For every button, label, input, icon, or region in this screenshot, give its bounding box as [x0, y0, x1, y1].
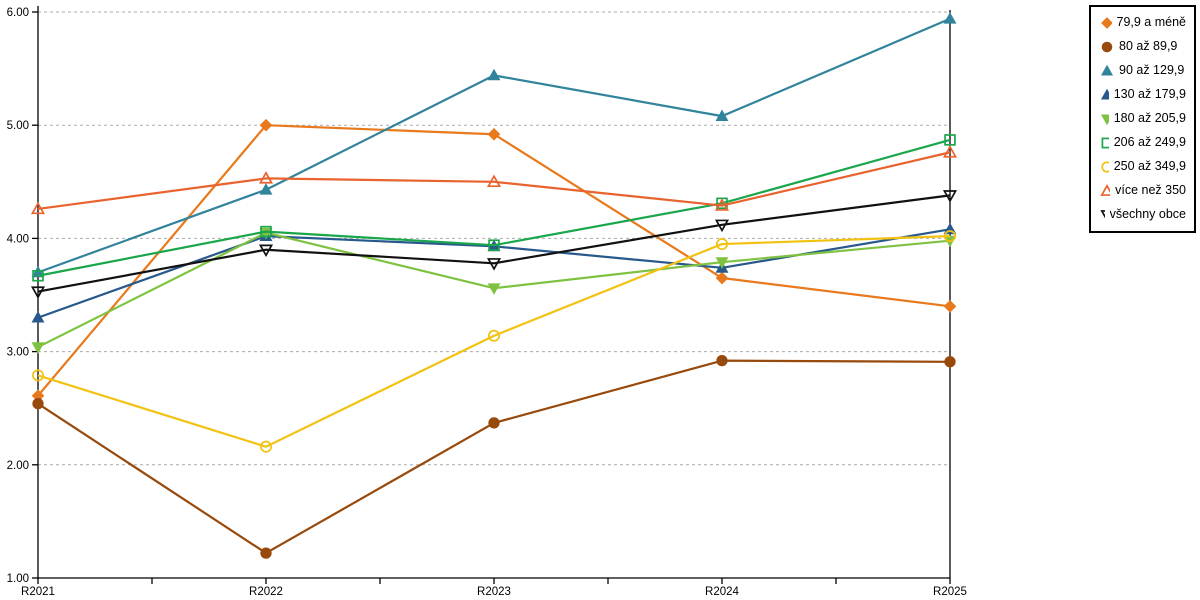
- square-legend-icon: [1101, 137, 1109, 149]
- data-point-marker: [31, 342, 45, 354]
- series-line: [37, 359, 951, 555]
- data-point-marker: [31, 311, 45, 323]
- data-point-marker: [944, 134, 956, 146]
- data-point-marker: [1101, 17, 1112, 29]
- y-tick-label: 4.00: [7, 233, 29, 245]
- data-point-marker: [31, 369, 45, 382]
- triangle-up-legend-icon: [1100, 184, 1111, 196]
- data-point-marker: [943, 12, 957, 24]
- data-point-marker: [943, 300, 957, 313]
- data-point-marker: [1100, 184, 1111, 196]
- legend-item: více než 350: [1100, 183, 1186, 198]
- circle-legend-icon: [1101, 161, 1109, 173]
- legend-label: 130 až 179,9: [1113, 87, 1186, 102]
- y-tick-label: 3.00: [7, 347, 29, 359]
- legend-item: 180 až 205,9: [1100, 111, 1186, 126]
- legend-item: 79,9 a méně: [1100, 15, 1187, 30]
- legend-label: více než 350: [1115, 183, 1186, 198]
- data-point-marker: [1100, 210, 1105, 218]
- data-point-marker: [486, 174, 502, 188]
- data-point-marker: [715, 238, 729, 251]
- legend-label: 80 až 89,9: [1119, 39, 1178, 54]
- data-point-marker: [487, 329, 501, 342]
- data-point-marker: [943, 230, 957, 243]
- data-point-marker: [258, 171, 274, 184]
- triangle-up-legend-icon: [1100, 64, 1114, 76]
- y-tick-label: 6.00: [7, 7, 29, 19]
- y-tick-label: 2.00: [7, 460, 29, 472]
- legend-item: 130 až 179,9: [1100, 87, 1186, 102]
- legend-label: 90 až 129,9: [1119, 63, 1185, 78]
- data-point-marker: [259, 118, 273, 132]
- legend-label: 206 až 249,9: [1113, 135, 1186, 150]
- legend-label: 180 až 205,9: [1113, 111, 1186, 126]
- data-point-marker: [260, 547, 272, 559]
- legend-label: 79,9 a méně: [1116, 15, 1187, 30]
- circle-legend-icon: [1101, 41, 1113, 53]
- data-point-marker: [715, 257, 729, 269]
- data-point-marker: [487, 283, 501, 295]
- data-point-marker: [487, 68, 501, 81]
- triangle-up-legend-icon: [1100, 88, 1109, 100]
- series-line: [37, 138, 951, 277]
- data-point-marker: [1101, 137, 1109, 149]
- x-tick-label: R2023: [477, 586, 511, 598]
- triangle-down-legend-icon: [1100, 114, 1109, 126]
- legend-item: 90 až 129,9: [1100, 63, 1186, 78]
- data-point-marker: [487, 127, 501, 141]
- x-tick-label: R2021: [21, 586, 55, 598]
- x-tick-label: R2024: [705, 586, 739, 598]
- data-point-marker: [486, 258, 502, 271]
- data-point-marker: [1101, 41, 1113, 53]
- series-line: [37, 235, 951, 448]
- data-point-marker: [1100, 114, 1109, 126]
- data-point-marker: [944, 356, 956, 368]
- data-point-marker: [32, 269, 44, 282]
- legend-item: 250 až 349,9: [1100, 159, 1186, 174]
- x-tick-label: R2025: [933, 586, 967, 598]
- series-line: [37, 124, 951, 397]
- legend-label: všechny obce: [1109, 207, 1186, 222]
- data-point-marker: [32, 398, 44, 410]
- data-point-marker: [714, 219, 730, 233]
- data-point-marker: [942, 145, 958, 158]
- data-point-marker: [1100, 88, 1109, 100]
- legend-item: 80 až 89,9: [1100, 39, 1186, 54]
- data-point-marker: [716, 355, 728, 367]
- y-tick-label: 1.00: [7, 573, 29, 585]
- legend-label: 250 až 349,9: [1113, 159, 1186, 174]
- legend: 79,9 a méně 80 až 89,9 90 až 129,9 130 až 1…: [1089, 5, 1196, 233]
- triangle-down-legend-icon: [1100, 210, 1105, 218]
- data-point-marker: [258, 244, 274, 258]
- series-line: [37, 151, 951, 211]
- data-point-marker: [714, 198, 730, 211]
- data-point-marker: [942, 190, 958, 203]
- data-point-marker: [260, 225, 272, 238]
- data-point-marker: [488, 417, 500, 429]
- data-point-marker: [488, 239, 500, 251]
- legend-item: všechny obce: [1100, 207, 1186, 222]
- x-tick-label: R2022: [249, 586, 283, 598]
- legend-item: 206 až 249,9: [1100, 135, 1186, 150]
- data-point-marker: [259, 440, 273, 453]
- data-point-marker: [715, 109, 729, 122]
- y-tick-label: 5.00: [7, 120, 29, 132]
- data-point-marker: [1100, 64, 1114, 76]
- series-line: [37, 194, 951, 293]
- data-point-marker: [259, 183, 273, 195]
- data-point-marker: [715, 271, 729, 285]
- data-point-marker: [30, 286, 46, 299]
- diamond-legend-icon: [1101, 17, 1112, 29]
- data-point-marker: [30, 201, 46, 215]
- data-point-marker: [1101, 161, 1109, 173]
